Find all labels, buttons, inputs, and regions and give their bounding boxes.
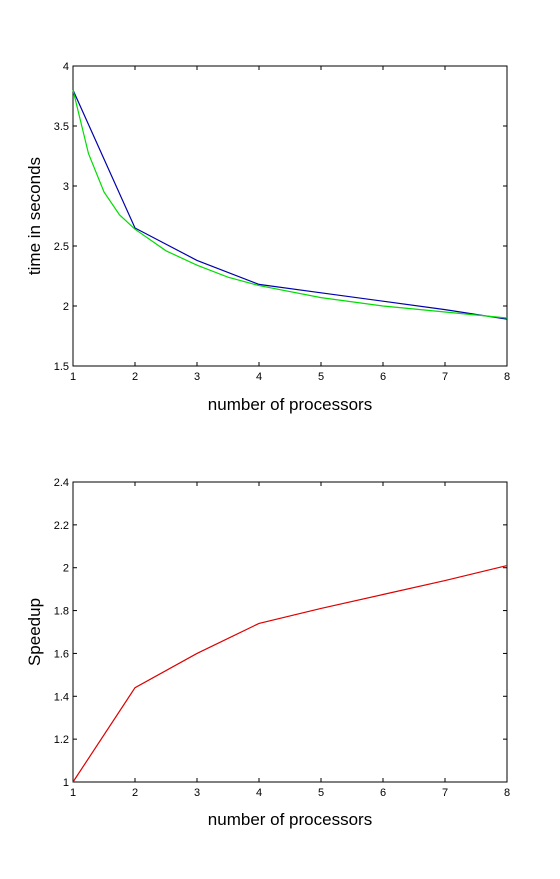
x-tick-label: 2 <box>132 787 138 799</box>
x-tick-label: 1 <box>70 787 76 799</box>
chart-1-axes-box <box>72 65 508 367</box>
x-tick-label: 7 <box>442 787 448 799</box>
y-tick-label: 2.4 <box>54 477 69 489</box>
chart-2-axes-box <box>72 481 508 783</box>
x-tick-label: 1 <box>70 371 76 383</box>
x-axis-label: number of processors <box>208 395 372 414</box>
y-axis-label: Speedup <box>25 598 44 666</box>
y-tick-label: 4 <box>63 61 69 73</box>
y-tick-label: 1.8 <box>54 606 69 618</box>
x-tick-label: 8 <box>504 371 510 383</box>
y-tick-label: 2.5 <box>54 241 69 253</box>
x-tick-label: 6 <box>380 371 386 383</box>
x-tick-label: 3 <box>194 787 200 799</box>
y-tick-label: 1.6 <box>54 648 69 660</box>
y-tick-label: 2 <box>63 563 69 575</box>
y-tick-label: 3 <box>63 181 69 193</box>
plots-container: 1 2 3 4 5 6 7 8 1.5 2 2.5 3 3.5 4 number of processors… <box>25 61 510 829</box>
chart-1: 1 2 3 4 5 6 7 8 1.5 2 2.5 3 3.5 4 number of processors… <box>25 61 510 414</box>
x-tick-label: 3 <box>194 371 200 383</box>
y-tick-label: 1.2 <box>54 734 69 746</box>
chart-1-series-2-line <box>72 89 508 319</box>
x-axis-label: number of processors <box>208 810 372 829</box>
y-tick-label: 3.5 <box>54 121 69 133</box>
y-axis-label: time in seconds <box>25 157 44 275</box>
x-tick-label: 5 <box>318 371 324 383</box>
x-tick-label: 2 <box>132 371 138 383</box>
y-tick-label: 2 <box>63 301 69 313</box>
x-tick-label: 5 <box>318 787 324 799</box>
y-tick-label: 2.2 <box>54 520 69 532</box>
y-tick-label: 1.4 <box>54 691 69 703</box>
y-tick-label: 1.5 <box>54 361 69 373</box>
chart-1-series-1-line <box>72 89 508 320</box>
chart-2-series-1-line <box>72 564 508 783</box>
x-tick-label: 4 <box>256 371 262 383</box>
y-tick-label: 1 <box>63 777 69 789</box>
x-tick-label: 7 <box>442 371 448 383</box>
x-tick-label: 8 <box>504 787 510 799</box>
chart-2: 1 2 3 4 5 6 7 8 1 1.2 1.4 1.6 1.8 2 2.2 2.4 number of pr… <box>25 477 510 829</box>
x-tick-label: 6 <box>380 787 386 799</box>
x-tick-label: 4 <box>256 787 262 799</box>
